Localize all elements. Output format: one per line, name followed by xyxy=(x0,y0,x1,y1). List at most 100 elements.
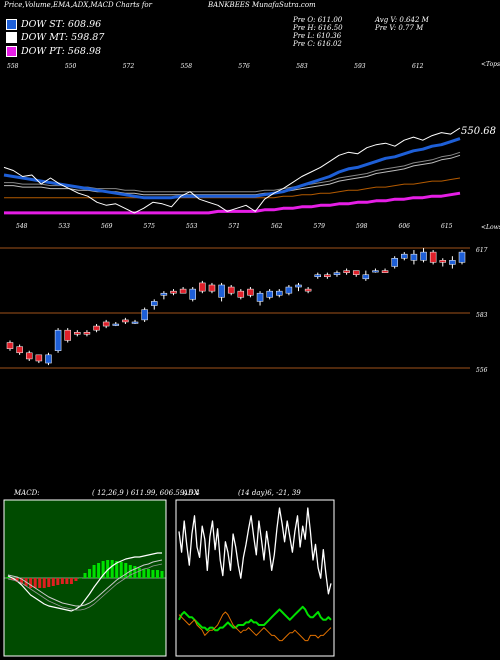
ema-top-label: 558 xyxy=(181,63,193,70)
price-close-line xyxy=(3,127,461,214)
legend-dow-mt: DOW MT: 598.87 xyxy=(6,32,104,43)
quote-avg-volume: Avg V: 0.642 M xyxy=(375,16,429,24)
candle-body xyxy=(343,270,350,273)
macd-histogram-bar xyxy=(60,578,64,584)
candle-body xyxy=(25,352,33,360)
candle-body xyxy=(170,290,177,294)
ema-top-label: 558 xyxy=(7,63,19,70)
candle-body xyxy=(352,270,360,275)
adx-line xyxy=(178,507,332,595)
macd-histogram-bar xyxy=(146,569,150,578)
ema-last-value: 550.68 xyxy=(461,126,496,137)
ema-low-label: 548 xyxy=(16,223,28,230)
ema-tops-marker: <Tops xyxy=(481,61,500,68)
ema-top-label: 612 xyxy=(412,63,424,70)
ema-top-label: 572 xyxy=(123,63,135,70)
candle-body xyxy=(439,260,447,263)
candle-body xyxy=(391,258,398,267)
macd-histogram-bar xyxy=(160,571,164,578)
macd-histogram-bar xyxy=(124,563,128,578)
candle-body xyxy=(141,309,148,321)
candle-body xyxy=(112,323,120,326)
macd-line xyxy=(7,552,162,612)
legend-dow-pt: DOW PT: 568.98 xyxy=(6,46,101,57)
candle-body xyxy=(102,321,110,327)
macd-histogram-bar xyxy=(51,578,55,586)
candle-body xyxy=(276,290,283,296)
candle-body xyxy=(304,288,312,292)
macd-histogram-bar xyxy=(20,578,24,584)
candle-body xyxy=(160,292,168,296)
macd-histogram-bar xyxy=(6,577,10,578)
macd-histogram-bar xyxy=(29,578,33,588)
adx-plus-di-line xyxy=(178,605,332,632)
candle-body xyxy=(54,329,62,351)
price-ref-label: 617 xyxy=(476,247,488,254)
macd-histogram-bar xyxy=(110,560,114,578)
candle-body xyxy=(93,325,100,331)
quote-high: Pre H: 616.50 xyxy=(293,24,343,32)
macd-histogram-bar xyxy=(97,563,101,578)
candle-body xyxy=(410,253,418,261)
quote-volume: Pre V: 0.77 M xyxy=(375,24,424,32)
ema-top-label: 583 xyxy=(296,63,308,70)
macd-signal-line-2 xyxy=(7,563,163,611)
adx-panel-bg xyxy=(175,499,335,657)
ema-low-label: 598 xyxy=(356,223,368,230)
quote-open: Pre O: 611.00 xyxy=(293,16,343,24)
macd-histogram-bar xyxy=(92,565,96,578)
chart-header-site: BANKBEES MunafaSutra.com xyxy=(208,1,316,9)
adx-params: (14 day)6, -21, 39 xyxy=(238,489,301,497)
macd-histogram-bar xyxy=(56,578,60,585)
ema-lows-marker: <Lows xyxy=(481,224,500,231)
adx-label: ADX xyxy=(183,489,199,497)
legend-label-mt: DOW MT: 598.87 xyxy=(21,32,105,43)
ema-short-line xyxy=(3,137,461,200)
candle-body xyxy=(295,284,302,288)
candle-body xyxy=(420,251,427,261)
candle-body xyxy=(237,290,245,298)
ema-low-label: 569 xyxy=(101,223,113,230)
candle-body xyxy=(458,251,466,263)
candle-body xyxy=(324,274,331,278)
candle-body xyxy=(199,282,206,292)
macd-label: MACD: xyxy=(14,489,40,497)
candle-body xyxy=(256,292,264,302)
macd-histogram-bar xyxy=(133,566,137,578)
candle-body xyxy=(151,301,158,306)
candle-body xyxy=(35,354,43,362)
ema-top-label: 593 xyxy=(354,63,366,70)
macd-histogram-bar xyxy=(33,578,37,588)
macd-histogram-bar xyxy=(151,570,155,578)
candle-body xyxy=(285,286,293,294)
macd-histogram-bar xyxy=(115,561,119,578)
macd-histogram-bar xyxy=(101,561,105,578)
candle-body xyxy=(449,260,456,265)
macd-histogram-bar xyxy=(106,560,110,578)
macd-histogram-bar xyxy=(42,578,46,588)
candle-body xyxy=(429,251,437,263)
quote-close: Pre C: 616.02 xyxy=(293,40,342,48)
legend-label-st: DOW ST: 608.96 xyxy=(21,19,102,30)
chart-header-title: Price,Volume,EMA,ADX,MACD Charts for xyxy=(4,1,152,9)
legend-dow-st: DOW ST: 608.96 xyxy=(6,19,101,30)
candle-body xyxy=(74,331,81,335)
candle-body xyxy=(208,284,216,292)
candle-body xyxy=(314,274,321,278)
candle-body xyxy=(6,342,14,349)
candle-body xyxy=(64,329,71,341)
candle-body xyxy=(83,331,91,335)
candle-body xyxy=(122,319,129,323)
candle-body xyxy=(227,286,235,294)
quote-low: Pre L: 610.36 xyxy=(293,32,342,40)
ema-low-label: 571 xyxy=(229,223,240,230)
price-ref-label: 583 xyxy=(476,312,488,319)
ema-low-label: 606 xyxy=(399,223,411,230)
macd-histogram-bar xyxy=(47,578,51,587)
macd-histogram-bar xyxy=(88,569,92,578)
legend-swatch-st xyxy=(6,19,17,30)
candle-body xyxy=(362,274,370,280)
ema-low-label: 553 xyxy=(186,223,198,230)
candle-body xyxy=(372,270,379,273)
